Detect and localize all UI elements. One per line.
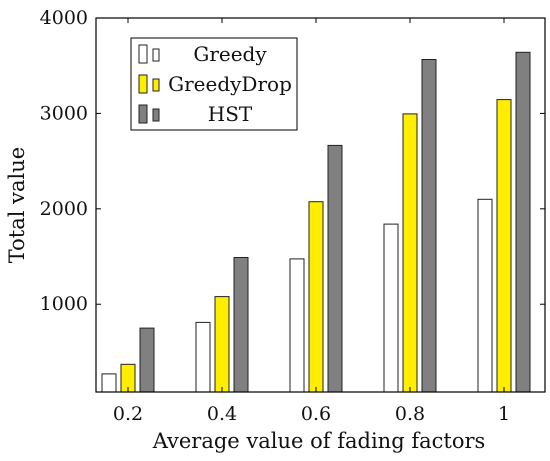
y-tick-label: 1000 [40, 293, 88, 315]
bar-greedy [195, 321, 211, 393]
bar-greedy [383, 223, 399, 393]
x-axis-title: Average value of fading factors [152, 429, 486, 453]
y-tick-label: 3000 [40, 102, 88, 124]
legend: Greedy GreedyDrop HST [130, 37, 298, 131]
bar-greedy [101, 373, 117, 393]
bar-hst [139, 327, 155, 393]
x-tick-label: 0.6 [301, 403, 331, 425]
legend-label: GreedyDrop [168, 72, 292, 96]
legend-swatch [152, 48, 160, 62]
bar-greedydrop [496, 99, 512, 393]
legend-swatch [138, 74, 148, 94]
bar-hst [515, 51, 531, 393]
legend-swatch [138, 104, 148, 124]
bar-greedydrop [402, 113, 418, 393]
bar-hst [421, 59, 437, 393]
legend-label: HST [208, 102, 253, 126]
legend-swatch [152, 78, 160, 92]
legend-swatch [152, 108, 160, 122]
bar-greedy [477, 198, 493, 393]
y-tick-label: 2000 [40, 198, 88, 220]
legend-swatch [138, 44, 148, 64]
bar-hst [233, 257, 249, 393]
bar-greedydrop [214, 296, 230, 393]
y-axis-title: Total value [5, 147, 29, 263]
plot-frame [95, 17, 546, 393]
x-tick-label: 0.2 [113, 403, 143, 425]
bar-greedydrop [308, 201, 324, 393]
x-ticks: 0.2 0.4 0.6 0.8 1 [113, 18, 510, 425]
bar-greedy [289, 258, 305, 393]
legend-label: Greedy [193, 42, 267, 66]
bar-hst [327, 144, 343, 393]
y-tick-label: 4000 [40, 7, 88, 29]
y-ticks: 1000 2000 3000 4000 [40, 7, 545, 315]
x-tick-label: 0.8 [395, 403, 425, 425]
x-tick-label: 1 [498, 403, 510, 425]
x-tick-label: 0.4 [207, 403, 237, 425]
